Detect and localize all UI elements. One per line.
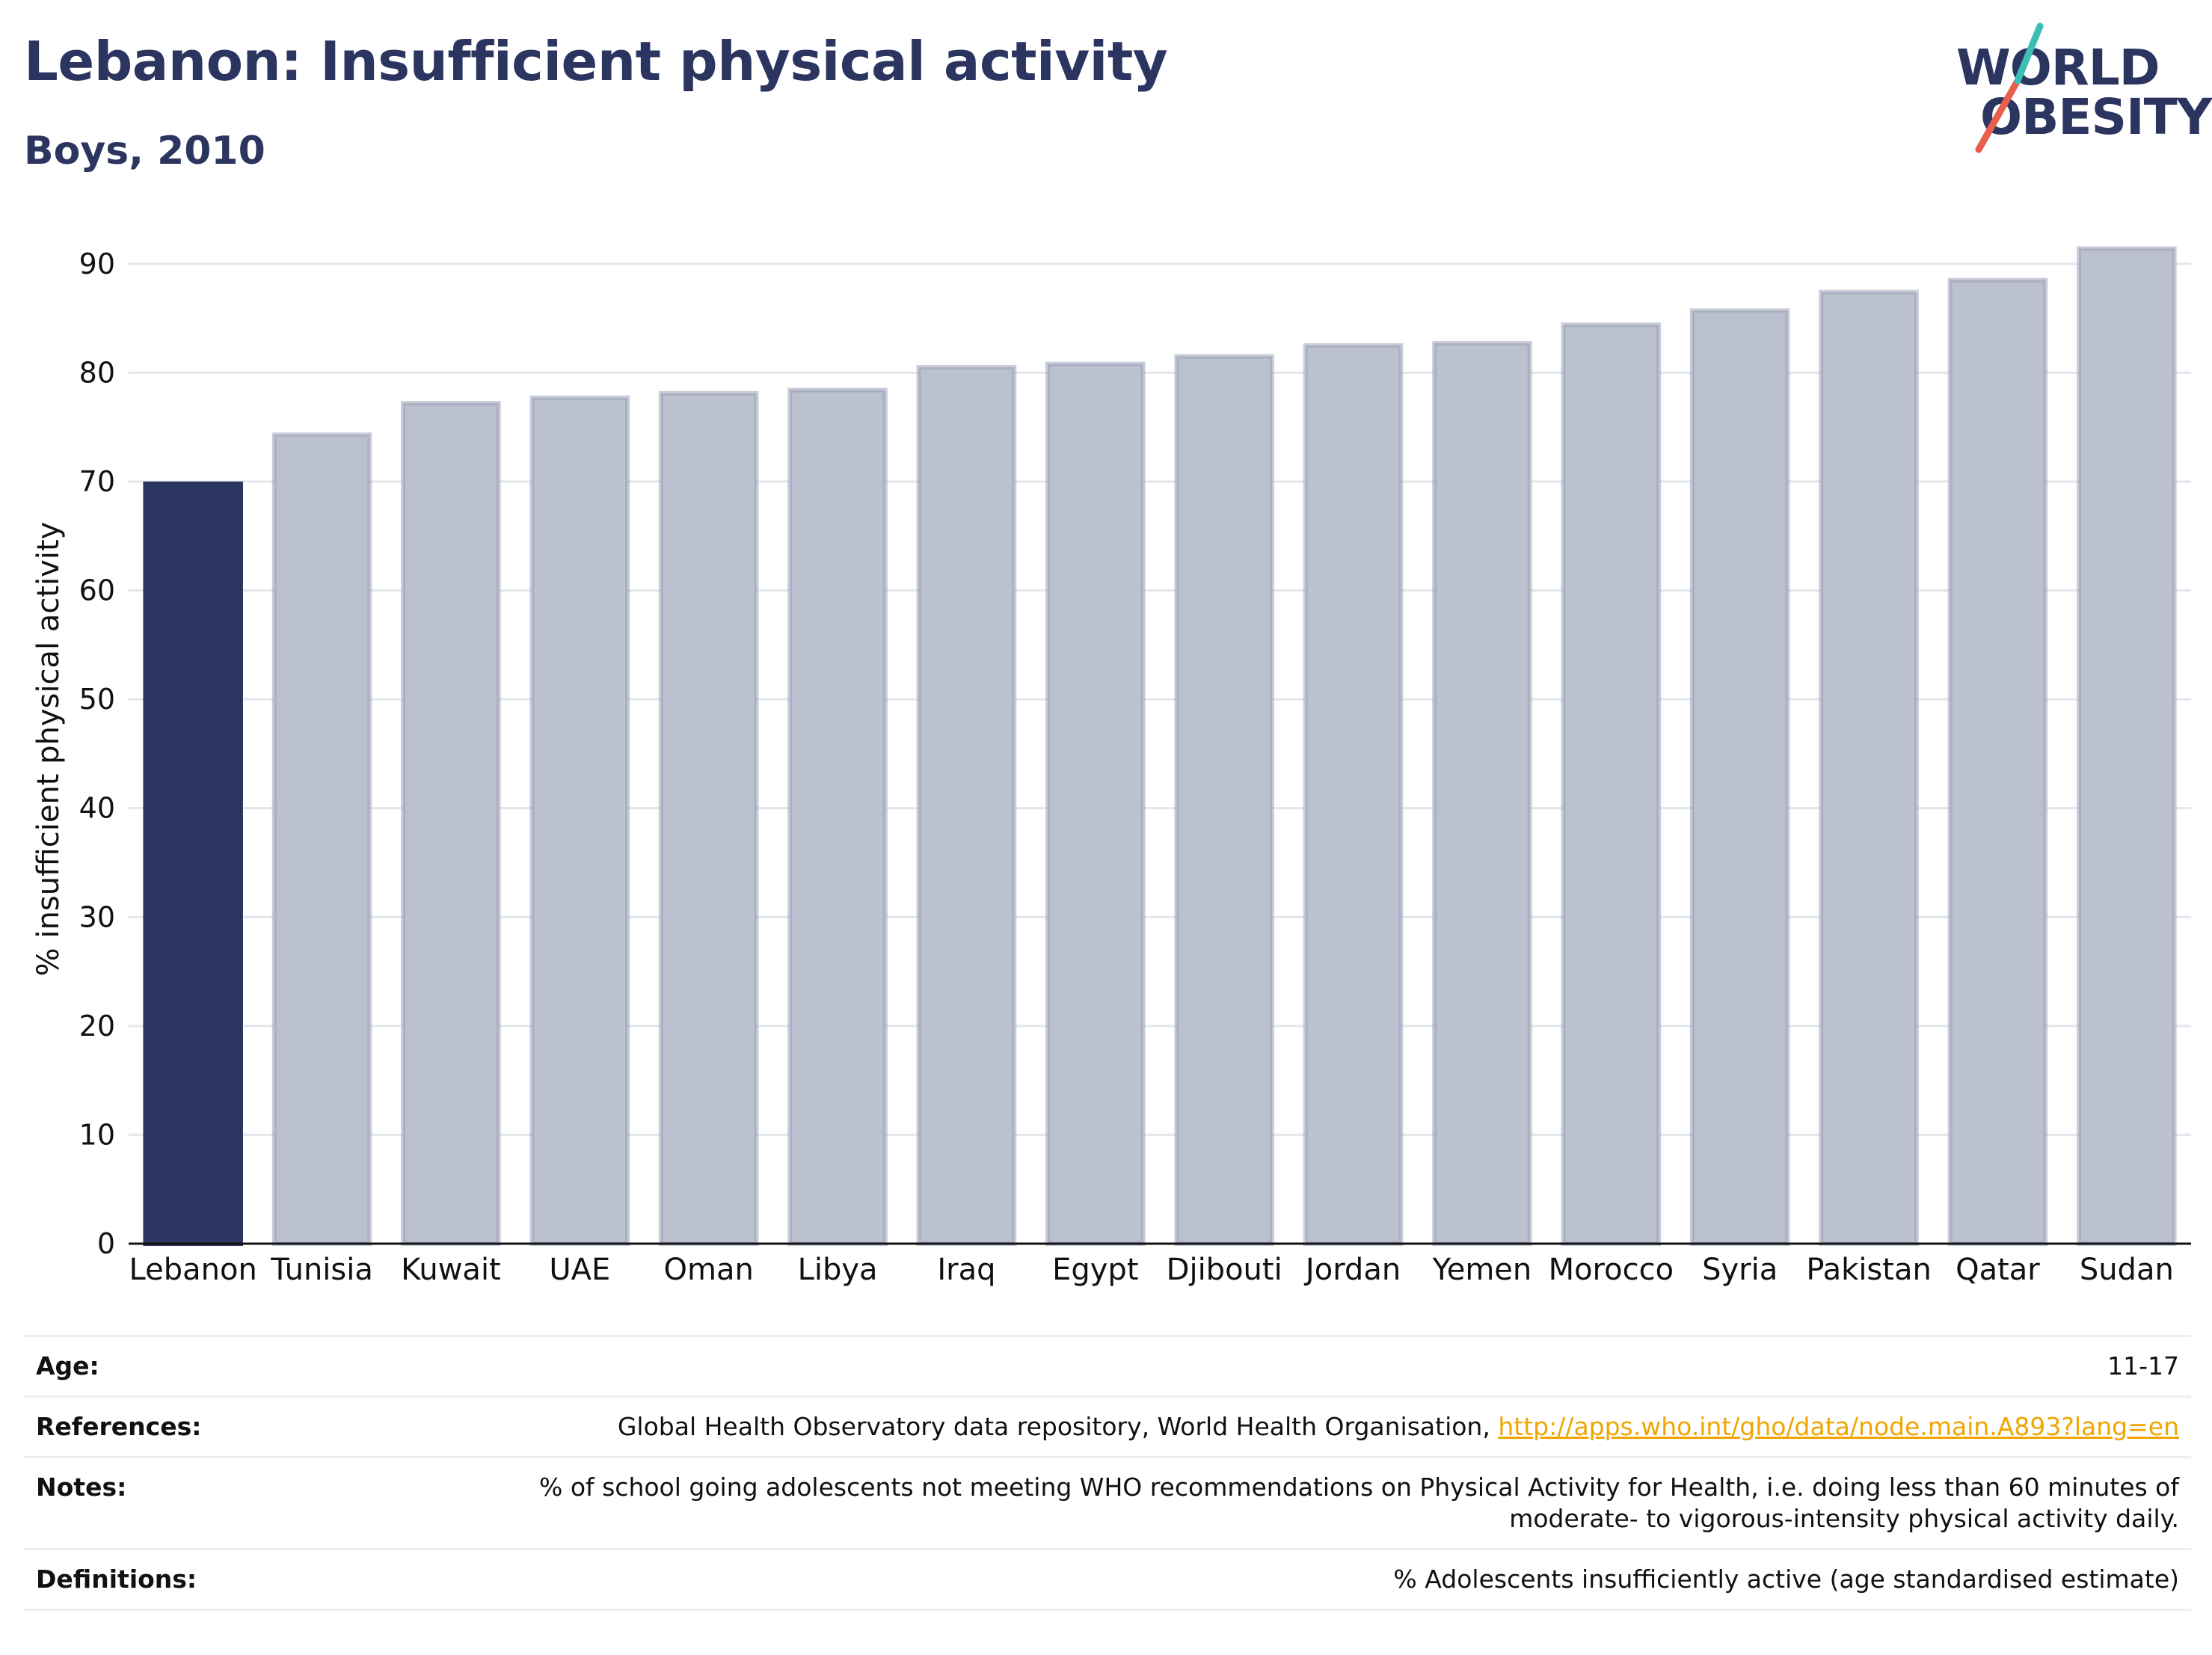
bar-morocco: [1561, 322, 1662, 1246]
notes-value: % of school going adolescents not meetin…: [539, 1472, 2179, 1535]
x-tick-label: Kuwait: [401, 1253, 501, 1287]
y-tick-label: 90: [79, 248, 115, 280]
notes-line-1: % of school going adolescents not meetin…: [538, 1473, 2179, 1502]
x-tick-label: Iraq: [937, 1253, 995, 1287]
y-tick-label: 60: [79, 574, 115, 607]
y-tick-label: 20: [79, 1010, 115, 1043]
bar-djibouti: [1174, 354, 1274, 1246]
x-tick-label: Tunisia: [270, 1253, 373, 1287]
bars: [143, 246, 2177, 1247]
bar-sudan: [2077, 246, 2177, 1246]
y-tick-label: 50: [79, 683, 115, 716]
x-tick-labels: Lebanon Tunisia Kuwait UAE Oman Libya Iraq Egyp…: [129, 1253, 2174, 1287]
meta-row-references: References: Global Health Observatory da…: [24, 1395, 2191, 1456]
x-tick-label: Djibouti: [1167, 1253, 1282, 1287]
age-label: Age:: [36, 1351, 99, 1381]
bar-qatar: [1947, 277, 2048, 1246]
references-text: Global Health Observatory data repositor…: [617, 1412, 1490, 1441]
bar-egypt: [1045, 361, 1146, 1247]
logo-word-obesity: OBESITY: [1980, 88, 2212, 146]
y-tick-label: 10: [79, 1118, 115, 1151]
bar-yemen: [1432, 341, 1532, 1246]
world-obesity-logo: WORLD OBESITY: [1952, 22, 2212, 157]
y-tick-label: 70: [79, 465, 115, 498]
definitions-label: Definitions:: [36, 1565, 197, 1594]
meta-row-notes: Notes: % of school going adolescents not…: [24, 1456, 2191, 1548]
bar-pakistan: [1819, 289, 1919, 1246]
bar-chart: 0 10 20 30 40 50 60 70 80 90 Lebanon Tunisia Kuwait…: [31, 246, 2191, 1287]
bar-jordan: [1303, 343, 1404, 1247]
logo-word-world: WORLD: [1956, 39, 2160, 96]
bar-libya: [787, 387, 888, 1247]
x-tick-label: Pakistan: [1806, 1253, 1932, 1287]
references-label: References:: [36, 1412, 202, 1441]
notes-line-2: moderate- to vigorous-intensity physical…: [1509, 1504, 2179, 1533]
bar-oman: [658, 391, 759, 1246]
x-tick-label: Syria: [1702, 1253, 1778, 1287]
metadata-table: Age: 11-17 References: Global Health Obs…: [24, 1335, 2191, 1611]
references-link[interactable]: http://apps.who.int/gho/data/node.main.A…: [1498, 1412, 2179, 1441]
references-value: Global Health Observatory data repositor…: [618, 1411, 2179, 1443]
y-tick-label: 80: [79, 356, 115, 389]
age-value: 11-17: [2107, 1351, 2179, 1381]
x-tick-label: Jordan: [1303, 1253, 1401, 1287]
chart-title: Lebanon: Insufficient physical activity: [24, 30, 1168, 93]
y-tick-label: 0: [97, 1227, 115, 1260]
x-tick-label: Libya: [798, 1253, 878, 1287]
y-tick-label: 30: [79, 900, 115, 933]
bar-iraq: [916, 365, 1017, 1246]
chart-subtitle: Boys, 2010: [24, 129, 265, 174]
x-tick-label: Yemen: [1432, 1253, 1532, 1287]
logo-slash-icon: [1975, 22, 2044, 153]
notes-label: Notes:: [36, 1473, 127, 1502]
bar-uae: [529, 395, 630, 1246]
x-tick-label: Qatar: [1956, 1253, 2040, 1287]
bar-syria: [1689, 308, 1790, 1246]
x-tick-label: Oman: [664, 1253, 754, 1287]
bar-lebanon: [143, 481, 243, 1246]
y-tick-label: 40: [79, 792, 115, 825]
x-tick-label: Egypt: [1052, 1253, 1138, 1287]
meta-row-definitions: Definitions: % Adolescents insufficientl…: [24, 1548, 2191, 1611]
y-axis-label: % insufficient physical activity: [31, 522, 66, 977]
bar-kuwait: [401, 401, 501, 1247]
bar-tunisia: [271, 432, 372, 1247]
y-tick-labels: 0 10 20 30 40 50 60 70 80 90: [79, 248, 115, 1260]
x-tick-label: UAE: [549, 1253, 610, 1287]
x-tick-label: Sudan: [2080, 1253, 2174, 1287]
definitions-value: % Adolescents insufficiently active (age…: [1393, 1565, 2179, 1594]
x-tick-label: Morocco: [1549, 1253, 1674, 1287]
x-tick-label: Lebanon: [129, 1253, 257, 1287]
meta-row-age: Age: 11-17: [24, 1335, 2191, 1395]
